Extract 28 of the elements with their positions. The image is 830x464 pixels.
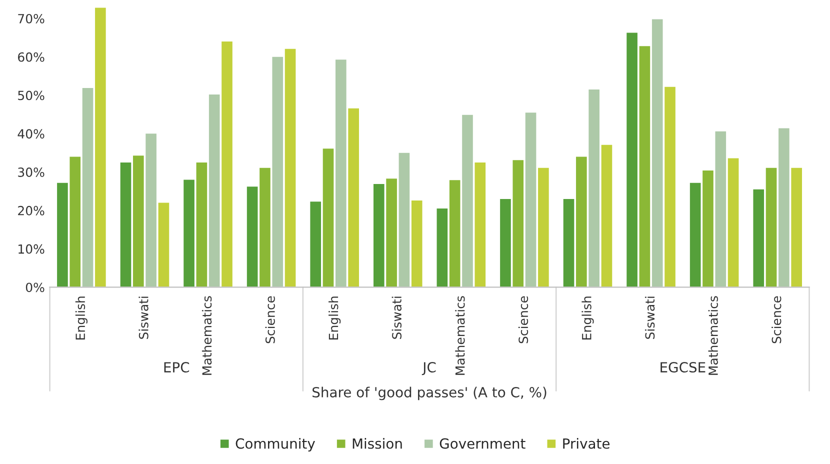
x-tick-label: Siswati [392,296,402,339]
y-tick-label: 20% [18,206,44,216]
x-axis-title: Share of 'good passes' (A to C, %) [312,386,546,400]
legend-label: Private [563,438,610,449]
x-tick-label: Science [772,296,782,344]
y-tick-label: 30% [18,168,44,177]
y-tick-label: 60% [18,52,44,62]
x-tick-label: English [328,296,341,340]
x-tick-label: Science [518,296,528,344]
x-tick-label: Siswati [138,296,148,339]
x-tick-label: Science [265,296,275,344]
y-tick-label: 70% [18,14,44,24]
x-tick-label: English [582,296,594,340]
y-tick-label: 50% [18,90,44,100]
legend-label: Mission [352,438,402,449]
legend-label: Community [236,438,315,452]
y-tick-label: 0% [26,282,44,292]
text: EPC [164,362,190,373]
x-tick-label: Siswati [644,296,655,339]
legend-label: Government [440,438,526,449]
x-tick-label: English [75,296,88,340]
y-tick-label: 10% [18,244,44,254]
y-tick-label: 40% [18,129,44,139]
x-tick-label: Mathematics [455,296,465,375]
text: JC [422,362,436,376]
text: EGCSE [660,362,706,373]
x-tick-label: Mathematics [708,296,718,375]
x-tick-label: Mathematics [202,296,212,375]
